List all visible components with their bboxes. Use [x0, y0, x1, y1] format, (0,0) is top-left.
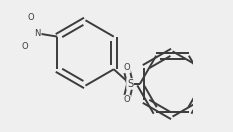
Text: O: O [123, 95, 130, 104]
Text: O: O [22, 42, 28, 51]
Text: O: O [28, 13, 34, 22]
Text: O: O [123, 63, 130, 72]
Text: S: S [127, 79, 133, 89]
Text: N: N [34, 29, 41, 38]
